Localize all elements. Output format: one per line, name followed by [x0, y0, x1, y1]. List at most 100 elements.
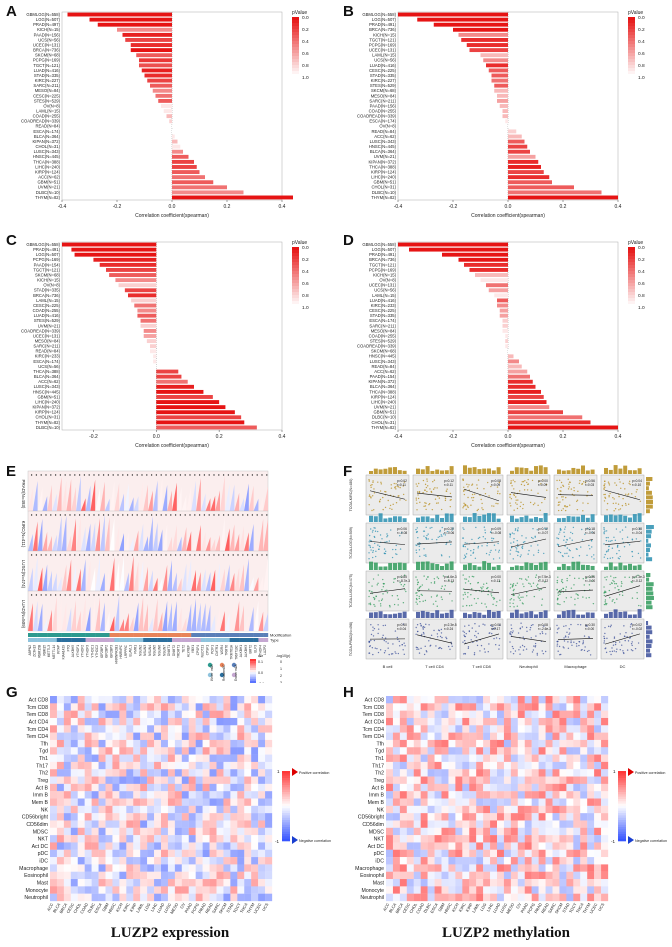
scatter-point	[536, 529, 538, 531]
scatter-point	[561, 555, 564, 557]
heat-cell	[469, 871, 477, 880]
legend-bottom-tick: -1	[611, 839, 615, 844]
category-label: SARC(N=211)	[369, 98, 396, 103]
heat-cell	[559, 725, 567, 733]
legend-swatch	[628, 56, 635, 60]
heat-cell	[503, 717, 512, 726]
heat-cell	[524, 879, 532, 887]
heat-cell	[420, 710, 428, 719]
heat-cell	[469, 879, 477, 887]
heat-cell	[420, 879, 428, 887]
scatter-point	[397, 598, 399, 600]
scatter-point	[394, 651, 396, 653]
triangle-cell	[148, 570, 153, 591]
heat-cell	[462, 820, 470, 828]
scatter-point	[498, 549, 501, 552]
heat-cell	[587, 776, 595, 785]
heat-cell	[70, 717, 78, 726]
heat-cell	[63, 813, 71, 821]
cancer-label: KIRP	[129, 902, 138, 913]
x-tick-label: 0.2	[224, 204, 231, 210]
category-label: LAML(N=15)	[36, 109, 60, 114]
scatter-point	[482, 586, 484, 588]
scatter-point	[615, 651, 617, 653]
heat-cell	[580, 769, 588, 777]
scatter-point	[526, 595, 528, 597]
heat-cell	[161, 842, 169, 850]
heat-cell	[566, 879, 574, 887]
heat-cell	[133, 827, 141, 836]
heat-cell	[119, 791, 127, 799]
heat-cell	[392, 725, 401, 733]
regression-line	[604, 633, 641, 645]
heat-cell	[517, 798, 525, 806]
scatter-point	[516, 539, 518, 542]
heat-cell	[510, 805, 518, 814]
heat-cell	[112, 820, 120, 828]
cell-type-label: Treg	[374, 778, 385, 784]
gene-label: CMTR1	[215, 645, 219, 656]
heat-cell	[531, 739, 539, 748]
triangle-cell	[210, 614, 216, 631]
legend-swatch	[628, 47, 635, 51]
top-histogram-bar	[519, 613, 524, 618]
sig-dot	[59, 554, 62, 556]
scatter-point	[603, 500, 606, 502]
scatter-point	[509, 632, 511, 634]
scatter-point	[582, 578, 584, 580]
modification-track	[133, 633, 139, 637]
heat-cell	[133, 739, 141, 748]
scatter-point	[484, 529, 486, 531]
heat-cell	[587, 827, 595, 836]
scatter-point	[423, 575, 425, 577]
heat-cell	[126, 783, 134, 792]
scatter-point	[477, 537, 480, 540]
cancer-label: PRAD	[533, 902, 543, 914]
heat-cell	[497, 835, 505, 843]
heat-cell	[552, 710, 560, 719]
scatter-point	[415, 626, 417, 629]
scatter-point	[464, 542, 466, 544]
heat-cell	[105, 813, 113, 821]
heat-cell	[98, 879, 106, 887]
heat-cell	[399, 783, 407, 792]
heat-cell	[91, 871, 99, 880]
heat-cell	[573, 893, 581, 902]
bar	[163, 109, 172, 114]
cancer-label: SKCM	[218, 902, 228, 915]
heat-cell	[161, 805, 169, 814]
heat-cell	[265, 798, 273, 806]
heat-cell	[552, 717, 560, 726]
scatter-point	[392, 503, 394, 506]
scatter-point	[484, 538, 487, 540]
heat-cell	[552, 849, 560, 858]
heat-cell	[503, 849, 512, 858]
sig-dot	[155, 554, 158, 556]
scatter-point	[429, 527, 431, 529]
type-track	[258, 638, 264, 642]
scatter-point	[512, 583, 515, 585]
bar	[143, 334, 157, 338]
heat-cell	[538, 739, 546, 748]
heat-cell	[167, 805, 176, 814]
heat-cell	[188, 827, 196, 836]
legend-tick: 1.0	[302, 305, 309, 311]
heat-cell	[392, 886, 401, 894]
scatter-point	[511, 485, 513, 487]
triangle-cell	[205, 572, 211, 591]
cancer-label: SARC	[211, 902, 221, 914]
heat-cell	[147, 747, 155, 755]
gene-label: TRMT10C	[234, 644, 238, 659]
heat-cell	[483, 703, 491, 711]
heat-cell	[587, 783, 595, 792]
heat-cell	[133, 813, 141, 821]
cancer-label: OV	[515, 902, 522, 910]
heat-cell	[462, 783, 470, 792]
bar	[497, 298, 508, 303]
heat-cell	[469, 835, 477, 843]
scatter-point	[368, 552, 370, 554]
heat-cell	[420, 798, 428, 806]
scatter-point	[374, 605, 376, 607]
heat-cell	[140, 813, 148, 821]
scatter-point	[606, 502, 609, 505]
